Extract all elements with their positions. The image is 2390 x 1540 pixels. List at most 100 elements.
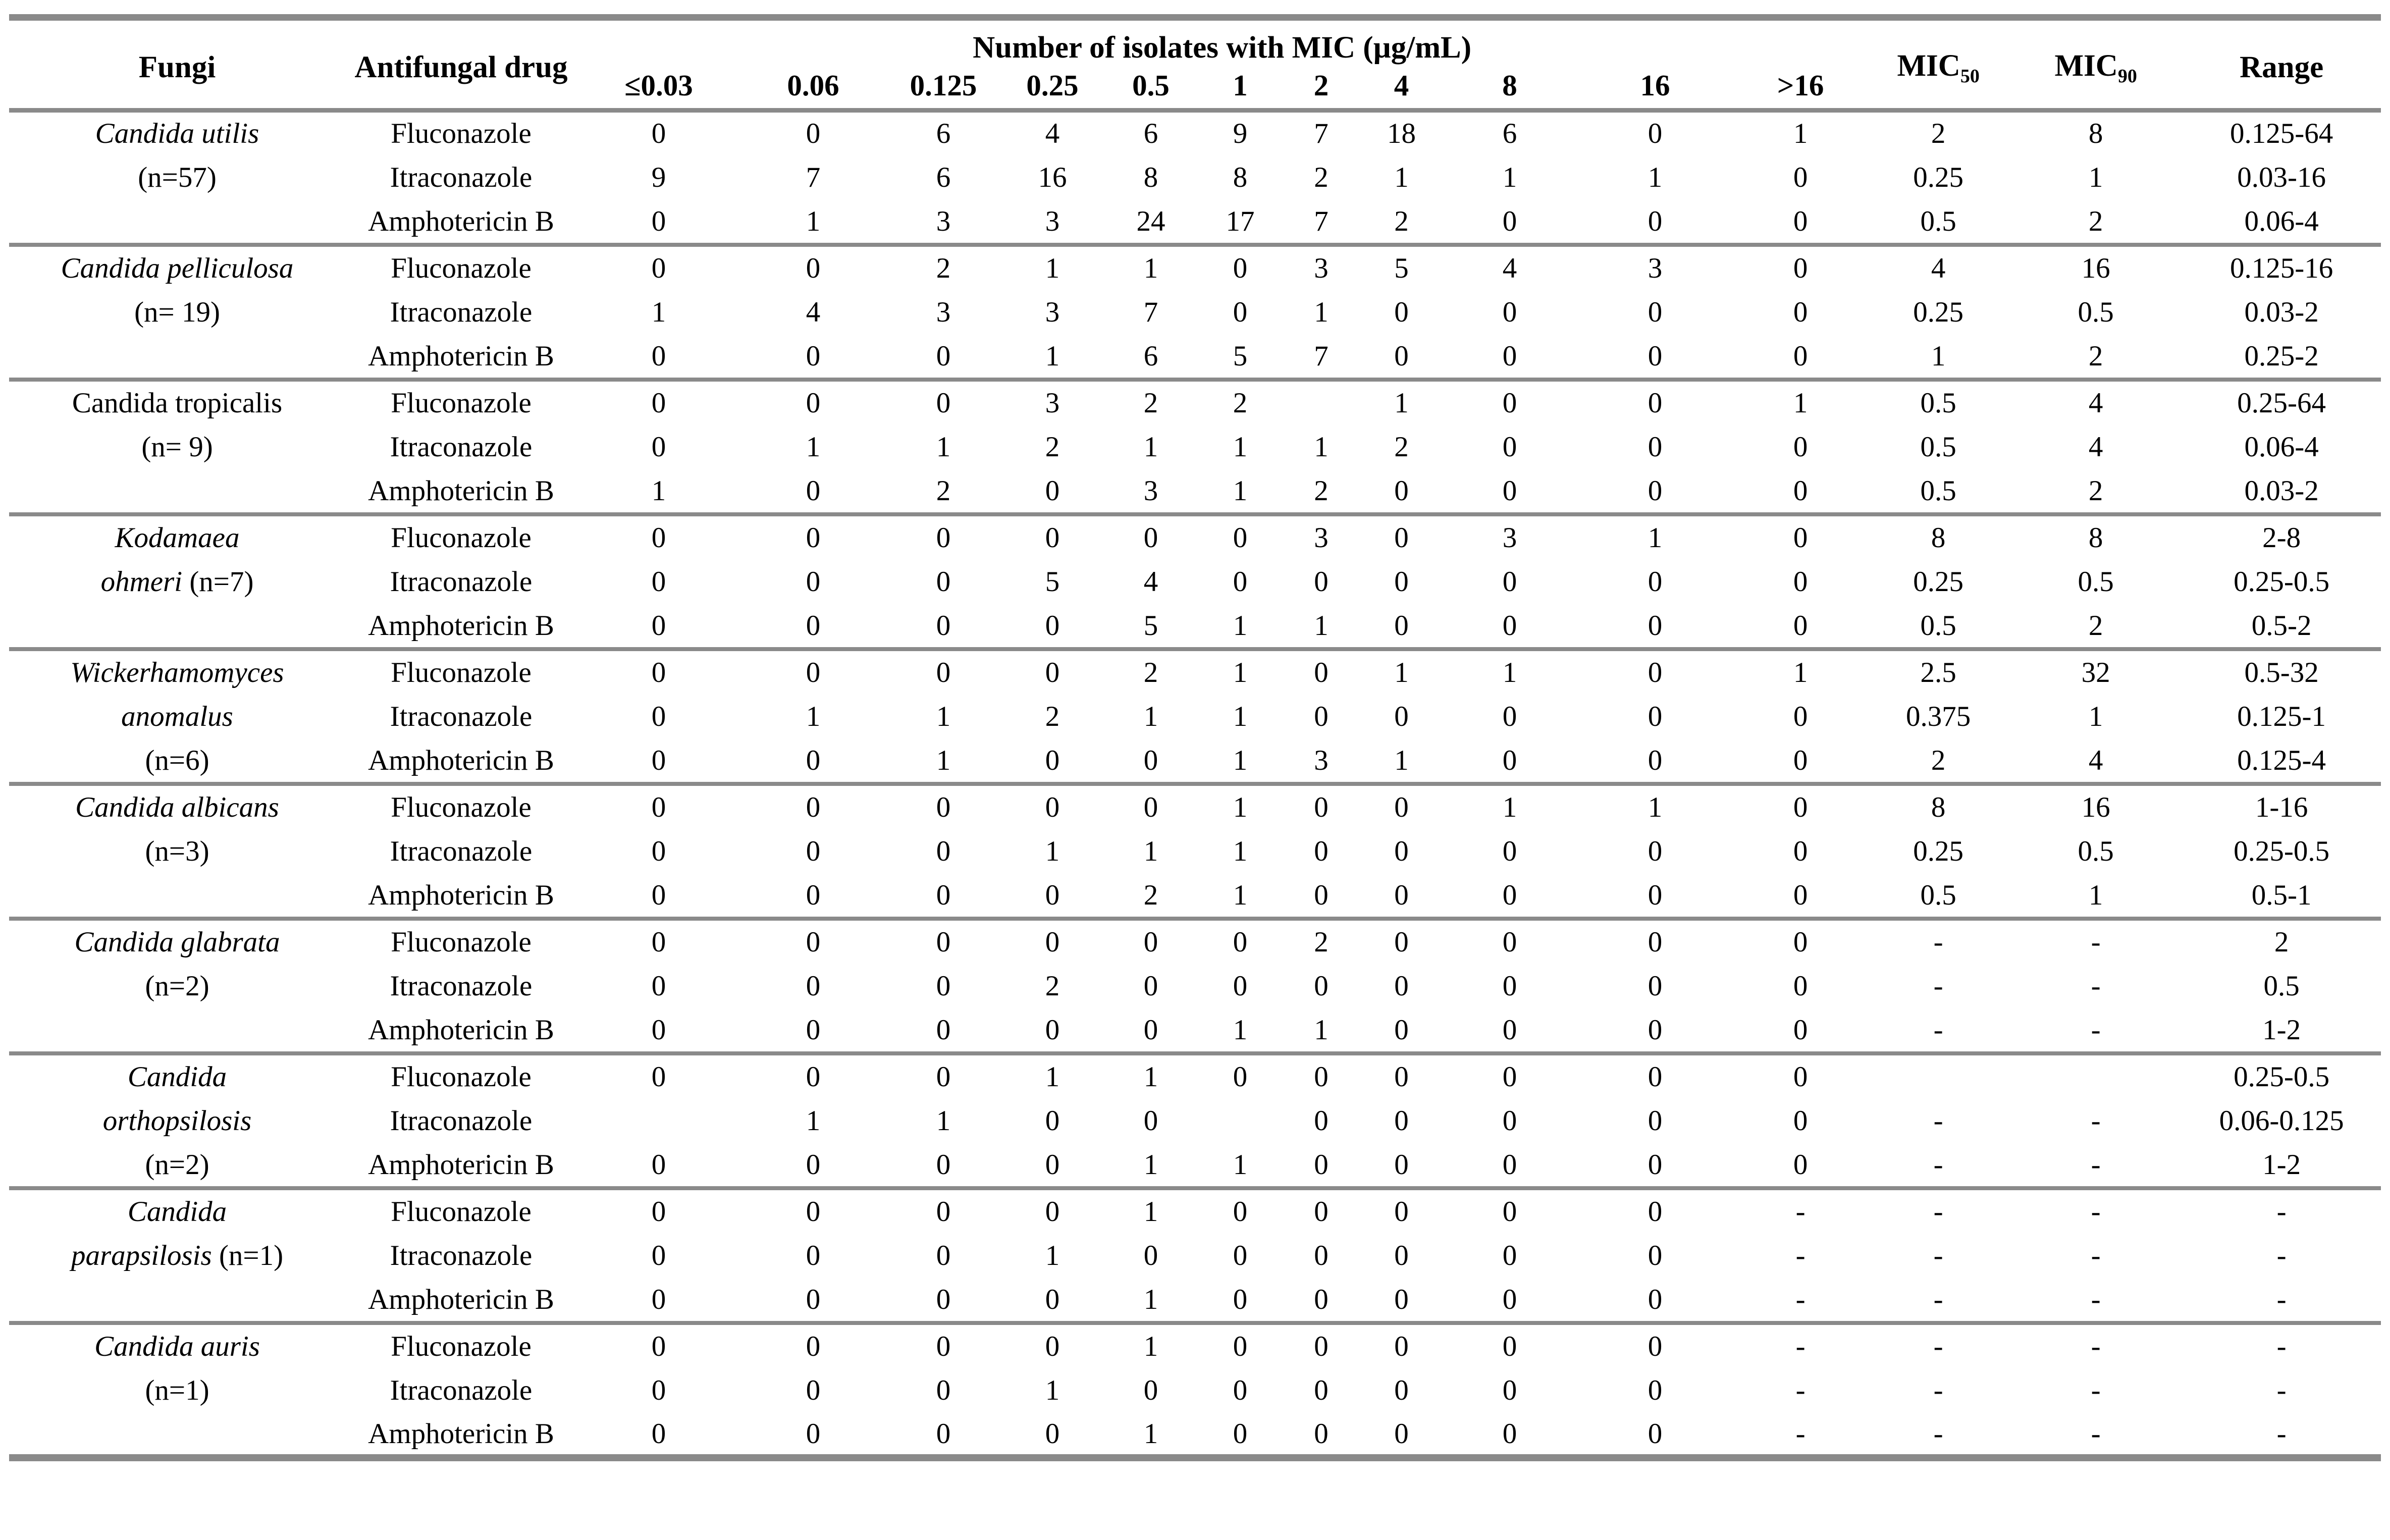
mic90-cell: -	[2091, 1014, 2101, 1046]
table-header: Fungi Antifungal drug Number of isolates…	[9, 18, 2381, 111]
fungi-name-text: Candida auris	[94, 1331, 260, 1362]
mic-count-cell: 7	[1314, 205, 1329, 237]
range-cell: 0.125-4	[2237, 745, 2326, 776]
mic-count-cell: 0	[1793, 701, 1808, 732]
mic50-cell: 2.5	[1920, 657, 1956, 688]
fungi-header: Fungi	[138, 50, 216, 85]
mic50-cell: -	[1933, 1374, 1943, 1406]
mic-count-cell: 0	[1394, 296, 1409, 328]
mic-col-header: 0.06	[787, 68, 839, 102]
range-header: Range	[2240, 50, 2324, 85]
mic90-cell: -	[2091, 1105, 2101, 1137]
mic50-cell: 0.5	[1920, 610, 1956, 642]
mic50-label: MIC	[1897, 48, 1960, 83]
mic-count-cell: 0	[1314, 1149, 1329, 1181]
fungi-n-count: (n=2)	[145, 970, 209, 1002]
drug-cell: Fluconazole	[391, 791, 532, 823]
mic-count-cell: 0	[806, 340, 821, 372]
mic-count-cell: 0	[1648, 118, 1663, 150]
header-row-2: ≤0.03 0.06 0.125 0.25 0.5 1 2 4 8 16 >16	[9, 68, 2381, 111]
mic-count-cell: 2	[1394, 431, 1409, 463]
fungi-name-cell: orthopsilosis	[9, 1098, 345, 1143]
mic-count-cell: 1	[1045, 252, 1060, 284]
mic50-cell: 0.25	[1913, 162, 1964, 193]
drug-cell: Amphotericin B	[368, 1417, 554, 1450]
mic-count-cell: 0	[1648, 835, 1663, 867]
mic-count-cell: 0	[1314, 1374, 1329, 1406]
mic-count-cell: 1	[806, 205, 821, 237]
mic-count-cell: 0	[1502, 745, 1517, 776]
range-cell: 0.5-32	[2244, 657, 2319, 688]
mic50-cell: 8	[1931, 522, 1946, 554]
fungi-name-cell	[9, 335, 345, 380]
mic-count-cell: 5	[1045, 566, 1060, 598]
mic-count-cell: 0	[936, 926, 951, 958]
mic50-cell: -	[1933, 1331, 1943, 1362]
mic-count-cell: 4	[1143, 566, 1158, 598]
mic-count-cell: 1	[1793, 387, 1808, 419]
mic-count-cell: 0	[1045, 926, 1060, 958]
mic-count-cell: 0	[1314, 1196, 1329, 1228]
fungi-name-cell: Candida albicans	[9, 784, 345, 829]
mic-count-cell: 0	[1314, 1284, 1329, 1315]
mic-count-cell: 0	[806, 1149, 821, 1181]
mic-count-cell: 0	[806, 118, 821, 150]
mic-col-header: 0.5	[1132, 68, 1170, 102]
table-row: Candida pelliculosa Fluconazole 0 0 2 1 1 0 3 5 4 3…	[9, 245, 2381, 290]
mic90-cell: 2	[2088, 205, 2103, 237]
fungi-n-count: (n= 9)	[141, 431, 213, 463]
mic-count-cell: 1	[1793, 118, 1808, 150]
fungi-name-cell	[9, 469, 345, 514]
mic-count-cell: 0	[1394, 1417, 1409, 1450]
fungi-name-cell: (n= 19)	[9, 290, 345, 335]
mic-count-cell: 0	[651, 118, 666, 150]
drug-cell: Fluconazole	[391, 1061, 532, 1093]
mic-count-cell: 0	[651, 1331, 666, 1362]
mic-count-cell: 2	[1045, 701, 1060, 732]
mic50-cell: 2	[1931, 118, 1946, 150]
mic-count-cell: 0	[1502, 387, 1517, 419]
mic-count-cell: 1	[1143, 252, 1158, 284]
mic-count-cell: 1	[1233, 835, 1248, 867]
mic-count-cell: 0	[1314, 1061, 1329, 1093]
mic-count-cell: 0	[936, 387, 951, 419]
fungi-name-text: parapsilosis	[71, 1240, 219, 1271]
range-cell: 1-2	[2262, 1014, 2301, 1046]
range-cell: -	[2276, 1284, 2287, 1315]
mic-count-cell: 0	[1314, 1417, 1329, 1450]
mic-count-cell: 0	[936, 1240, 951, 1271]
mic-count-cell: 3	[1143, 475, 1158, 507]
mic-count-cell: 0	[806, 1061, 821, 1093]
mic50-cell: -	[1933, 1149, 1943, 1181]
fungi-group: Candida utilis Fluconazole 0 0 6 4 6 9 7 18 6 0 1 2 8 0…	[9, 110, 2381, 245]
mic-count-cell: 0	[936, 1061, 951, 1093]
mic-count-cell: 0	[806, 1331, 821, 1362]
mic-count-cell: 1	[1233, 475, 1248, 507]
mic-count-cell: 3	[1314, 522, 1329, 554]
mic-count-cell: 0	[1143, 926, 1158, 958]
mic-count-cell: 0	[1793, 522, 1808, 554]
range-cell: 1-2	[2262, 1149, 2301, 1181]
fungi-name-cell	[9, 1413, 345, 1458]
mic90-cell: 4	[2088, 431, 2103, 463]
mic-count-cell: 0	[1045, 1105, 1060, 1137]
range-cell: 0.125-64	[2230, 118, 2333, 150]
table-row: (n=6) Amphotericin B 0 0 1 0 0 1 3 1 0 0 0 2 4 0.125-4	[9, 739, 2381, 784]
mic-count-cell: 1	[1648, 522, 1663, 554]
mic-count-cell: 0	[1233, 522, 1248, 554]
mic-count-cell: 0	[1045, 475, 1060, 507]
mic-count-cell: 2	[1314, 475, 1329, 507]
mic-count-cell: 1	[1793, 657, 1808, 688]
fungi-n-count: (n= 19)	[134, 296, 220, 328]
mic-count-cell: 1	[651, 475, 666, 507]
drug-cell: Itraconazole	[390, 701, 533, 732]
drug-cell: Itraconazole	[390, 835, 533, 867]
mic-count-cell: 0	[1233, 296, 1248, 328]
fungi-n-count: (n=2)	[145, 1149, 209, 1181]
mic-count-cell: 1	[1045, 1374, 1060, 1406]
mic-count-cell: 0	[1394, 1061, 1409, 1093]
mic-count-cell: 0	[651, 926, 666, 958]
mic-count-cell: 0	[1394, 701, 1409, 732]
mic-count-cell: 0	[806, 1284, 821, 1315]
mic-count-cell: 0	[1045, 879, 1060, 911]
